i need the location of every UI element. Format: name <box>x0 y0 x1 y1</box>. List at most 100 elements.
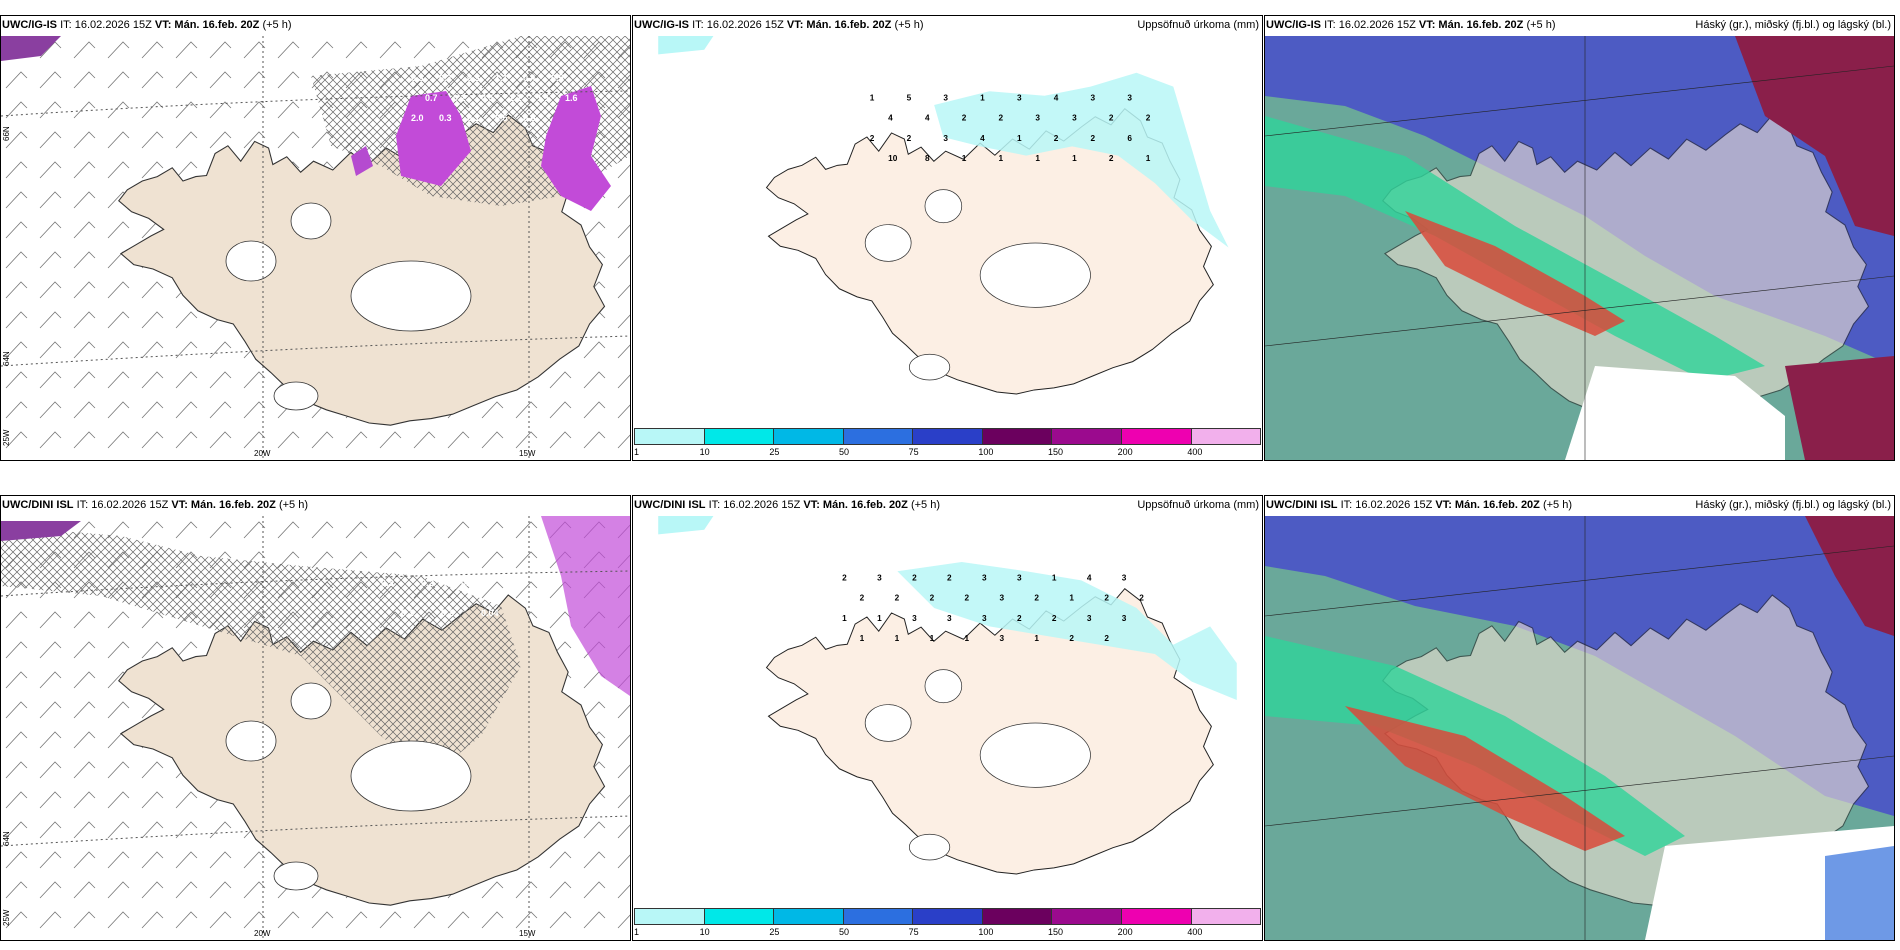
clear-sky <box>1565 366 1785 460</box>
panel-header: UWC/IG-IS IT: 16.02.2026 15Z VT: Mán. 16… <box>2 19 292 31</box>
legend-tick: 50 <box>839 927 850 937</box>
panel-header: UWC/DINI ISL IT: 16.02.2026 15Z VT: Mán.… <box>2 499 309 511</box>
map-value-label: 3 <box>982 614 987 623</box>
glacier <box>290 202 332 240</box>
legend-ticks: 1 10 25 50 75 100 150 200 400 <box>633 447 1262 459</box>
map-value-label: 2 <box>1091 134 1096 143</box>
map-value-label: 1.1 <box>509 93 522 103</box>
map-value-label: 10 <box>888 154 898 163</box>
glacier <box>225 240 277 282</box>
map-value-label: 1.1 <box>495 73 508 83</box>
map-value-label: 1 <box>930 634 935 643</box>
map-value-label: 1 <box>980 93 985 102</box>
panel-wind-ig: UWC/IG-IS IT: 16.02.2026 15Z VT: Mán. 16… <box>0 15 631 461</box>
legend-swatch <box>635 909 705 924</box>
high-cloud <box>1735 36 1894 236</box>
glacier <box>908 833 951 861</box>
map-value-label: 3 <box>943 93 948 102</box>
panel-header: UWC/IG-IS IT: 16.02.2026 15Z VT: Mán. 16… <box>634 19 924 31</box>
high-cloud <box>1785 356 1894 460</box>
map-value-label: 1 <box>877 614 882 623</box>
precip-legend: 1 10 25 50 75 100 150 200 400 <box>633 428 1262 460</box>
legend-tick: 200 <box>1117 447 1133 457</box>
legend-swatch <box>843 909 914 924</box>
map-value-label: 1 <box>1034 634 1039 643</box>
lat-label: 25W <box>2 429 11 446</box>
legend-tick: 100 <box>978 447 994 457</box>
legend-tick: 50 <box>839 447 850 457</box>
legend-swatch <box>1191 429 1261 444</box>
map-value-label: 2 <box>1017 614 1022 623</box>
graticule <box>1 570 630 597</box>
graticule <box>1265 545 1894 617</box>
map-value-label: 3 <box>982 573 987 582</box>
lat-label: 64N <box>2 351 11 366</box>
legend-tick: 400 <box>1187 447 1203 457</box>
high-cloud <box>1405 211 1625 336</box>
map-value-label: 2 <box>1104 594 1109 603</box>
map-value-label: 2 <box>1104 634 1109 643</box>
cloud-map <box>1265 516 1894 940</box>
panel-title: Háský (gr.), miðský (fj.bl.) og lágský (… <box>1695 499 1891 511</box>
legend-swatch <box>635 429 705 444</box>
precip-shade <box>658 36 714 55</box>
map-value-label: 0.3 <box>381 578 394 588</box>
panel-wind-dini: UWC/DINI ISL IT: 16.02.2026 15Z VT: Mán.… <box>0 495 631 941</box>
map-value-label: 2 <box>930 594 935 603</box>
legend-swatch <box>913 429 983 444</box>
map-value-label: 1.1 <box>537 93 550 103</box>
map-value-label: 3 <box>943 134 948 143</box>
map-value-label: 0.6 <box>523 113 536 123</box>
map-value-label: 2 <box>1054 134 1059 143</box>
map-value-label: 0.7 <box>425 93 438 103</box>
map-value-label: 2 <box>1034 594 1039 603</box>
lat-label: 66N <box>2 126 11 141</box>
panel-header: UWC/DINI ISL IT: 16.02.2026 15Z VT: Mán.… <box>634 499 941 511</box>
lon-label: 15W <box>519 449 536 458</box>
map-value-label: 1 <box>1072 154 1077 163</box>
map-value-label: 2.0 <box>411 113 424 123</box>
map-value-label: 1.6 <box>565 93 578 103</box>
map-value-label: 3 <box>1017 93 1022 102</box>
legend-tick: 1 <box>634 447 640 457</box>
map-value-label: 0.3 <box>411 73 424 83</box>
map-value-label: 2 <box>1109 114 1114 123</box>
map-value-label: 6 <box>1127 134 1132 143</box>
glacier <box>225 720 277 762</box>
precip-shade <box>541 86 611 211</box>
legend-swatch <box>704 429 775 444</box>
map-value-label: 0.1 <box>467 113 480 123</box>
legend-colorbar <box>634 908 1261 925</box>
glacier <box>908 353 951 381</box>
legend-tick: 150 <box>1048 447 1064 457</box>
map-value-label: 3 <box>1087 614 1092 623</box>
map-value-label: 3 <box>877 573 882 582</box>
map-value-label: 2 <box>1146 114 1151 123</box>
legend-tick: 10 <box>699 447 710 457</box>
map-value-label: 0.2 <box>441 608 454 618</box>
wind-map: 20W 15W 64N 25W 0.3 0.2 0.3 0.1 0.2 0.04 <box>1 516 630 940</box>
map-value-label: 2 <box>1069 634 1074 643</box>
legend-swatch <box>843 429 914 444</box>
map-value-label: 2 <box>1109 154 1114 163</box>
legend-colorbar <box>634 428 1261 445</box>
map-value-label: 3 <box>999 594 1004 603</box>
map-value-label: 3 <box>1091 93 1096 102</box>
precip-map: 2 3 2 2 3 3 1 4 3 2 2 2 2 3 2 1 2 2 1 1 3 3 3 2 2 3 3 1 1 1 1 3 1 2 2 <box>658 516 1237 875</box>
map-value-label: 0.1 <box>401 608 414 618</box>
map-value-label: 2 <box>895 594 900 603</box>
glacier <box>864 704 912 742</box>
legend-swatch <box>774 909 844 924</box>
panel-title: Uppsöfnuð úrkoma (mm) <box>1137 499 1259 511</box>
map-value-label: 3 <box>947 614 952 623</box>
glacier <box>273 861 319 891</box>
glacier <box>924 669 963 704</box>
graticule <box>1 815 630 847</box>
legend-tick: 100 <box>978 927 994 937</box>
map-value-label: 1 <box>895 634 900 643</box>
precip-shade <box>1 521 81 541</box>
map-value-label: 3 <box>1017 573 1022 582</box>
map-value-label: 3 <box>1122 614 1127 623</box>
map-value-label: 1 <box>870 93 875 102</box>
lon-label: 20W <box>254 449 271 458</box>
